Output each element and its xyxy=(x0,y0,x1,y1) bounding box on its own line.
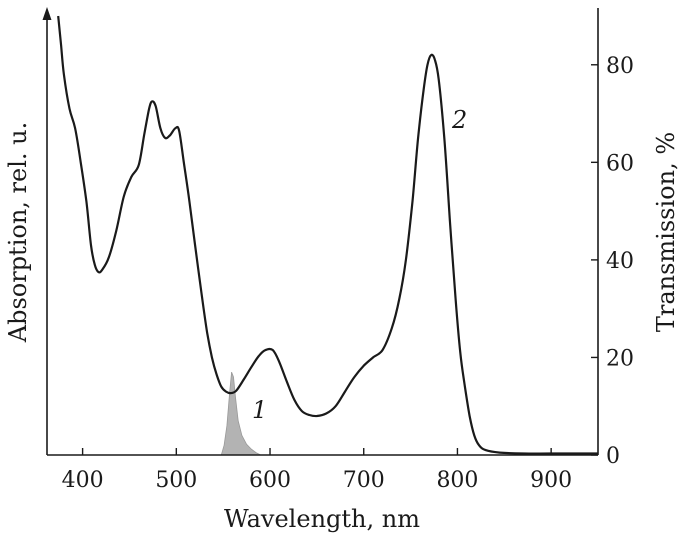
x-tick-label: 600 xyxy=(249,468,291,493)
y-right-tick-label: 20 xyxy=(606,346,634,371)
y-right-tick-label: 80 xyxy=(606,54,634,79)
curve-label-1: 1 xyxy=(252,396,267,424)
y-right-tick-label: 0 xyxy=(606,444,620,469)
curve-label-2: 2 xyxy=(451,106,467,134)
y-right-ticks: 0 20 40 60 80 xyxy=(591,54,634,469)
x-tick-label: 900 xyxy=(530,468,572,493)
x-axis-title: Wavelength, nm xyxy=(224,505,420,533)
y-right-tick-label: 60 xyxy=(606,151,634,176)
y-right-tick-label: 40 xyxy=(606,249,634,274)
series-2-line xyxy=(57,15,598,455)
plot-area xyxy=(57,15,598,456)
x-tick-label: 700 xyxy=(343,468,385,493)
y-right-axis-title: Transmission, % xyxy=(652,132,680,332)
y-left-axis-title: Absorption, rel. u. xyxy=(4,122,32,343)
left-axis-arrow-icon xyxy=(42,7,52,20)
x-ticks: 400 500 600 700 800 900 xyxy=(62,448,572,493)
x-tick-label: 400 xyxy=(62,468,104,493)
x-tick-label: 500 xyxy=(155,468,197,493)
axes: 400 500 600 700 800 900 0 20 40 60 80 xyxy=(42,7,634,493)
x-tick-label: 800 xyxy=(436,468,478,493)
